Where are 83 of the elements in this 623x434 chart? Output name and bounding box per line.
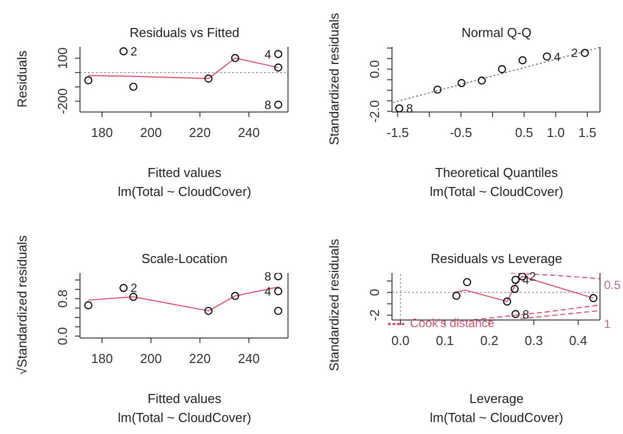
text: 1 [604, 317, 611, 331]
text: lm(Total ~ CloudCover) [430, 410, 564, 425]
text: 0.5 [604, 278, 621, 292]
annotation: 8 [264, 98, 272, 112]
point [503, 297, 512, 306]
x-tick-label: 180 [91, 125, 113, 140]
y-axis-title: Standardized residuals [326, 238, 342, 372]
point [84, 301, 92, 310]
point [512, 276, 520, 284]
x-tick-label: 0.4 [569, 333, 588, 348]
y-axis-title: √Standardized residuals [14, 235, 30, 375]
annotation: 4 [554, 50, 561, 64]
chart-title: Scale-Location [142, 251, 228, 266]
annotation: 8 [522, 307, 530, 322]
annotation: 2 [130, 44, 138, 59]
point [231, 54, 240, 62]
point [478, 76, 486, 85]
x-tick-label: 1.5 [578, 125, 596, 140]
x-tick-label: -0.5 [450, 125, 472, 140]
x-tick-label: 0.2 [480, 333, 498, 348]
point [274, 306, 282, 315]
point [120, 284, 128, 292]
x-tick-label: 220 [189, 125, 211, 140]
legend-label: Cook's distance [410, 316, 494, 330]
point [542, 52, 551, 61]
point [457, 79, 466, 88]
chart-title: Residuals vs Fitted [130, 25, 240, 40]
x-tick-label: 240 [238, 125, 260, 140]
text: lm(Total ~ CloudCover) [118, 410, 252, 425]
x-tick-label: 180 [91, 351, 113, 366]
text: lm(Total ~ CloudCover) [118, 184, 252, 199]
x-axis-title: Fitted values [148, 165, 222, 180]
x-tick-label: 0.3 [524, 333, 543, 348]
point [589, 294, 598, 302]
y-tick-label: -2.0 [367, 100, 382, 123]
y-tick-label: -2 [367, 309, 382, 321]
point [463, 278, 472, 286]
point [510, 284, 519, 294]
point [580, 48, 589, 57]
point [204, 306, 213, 315]
x-tick-label: 200 [140, 351, 162, 366]
point [274, 50, 282, 58]
point [120, 47, 128, 56]
x-tick-label: 220 [189, 351, 211, 366]
chart-title: Residuals vs Leverage [430, 251, 562, 266]
y-tick-label: 0 [367, 288, 382, 296]
point [204, 74, 213, 83]
point [84, 76, 92, 84]
x-tick-label: 0.1 [436, 333, 454, 348]
x-axis-title: Leverage [469, 391, 524, 406]
y-tick-label: 0.0 [367, 60, 382, 78]
x-axis-title: Fitted values [148, 391, 222, 406]
x-tick-label: 0.0 [391, 333, 410, 348]
x-tick-label: 1.0 [546, 125, 565, 140]
point [274, 287, 282, 296]
y-tick-label: 100 [55, 47, 70, 70]
point [395, 104, 404, 112]
text: lm(Total ~ CloudCover) [430, 184, 564, 199]
y-axis-title: Standardized residuals [326, 12, 342, 146]
point [274, 63, 282, 72]
point [518, 56, 527, 64]
x-tick-label: -1.5 [386, 125, 409, 140]
annotation: 8 [264, 270, 272, 284]
y-axis-title: Residuals [14, 50, 30, 108]
annotation: 2 [130, 281, 138, 296]
annotation: 2 [571, 46, 578, 60]
y-tick-label: 0.8 [55, 290, 70, 308]
point [433, 86, 442, 94]
point [129, 82, 138, 91]
x-tick-label: 200 [140, 125, 162, 140]
chart-title: Normal Q-Q [461, 25, 532, 40]
x-axis-title: Theoretical Quantiles [435, 165, 558, 180]
point [231, 292, 240, 300]
x-tick-label: 0.5 [515, 125, 534, 140]
point [452, 292, 460, 300]
annotation: 4 [264, 47, 272, 62]
point [129, 292, 138, 301]
point [498, 65, 506, 74]
y-tick-label: -200 [55, 88, 70, 114]
point [512, 310, 520, 318]
point [274, 273, 282, 280]
point [274, 100, 282, 109]
x-tick-label: 240 [238, 351, 260, 366]
